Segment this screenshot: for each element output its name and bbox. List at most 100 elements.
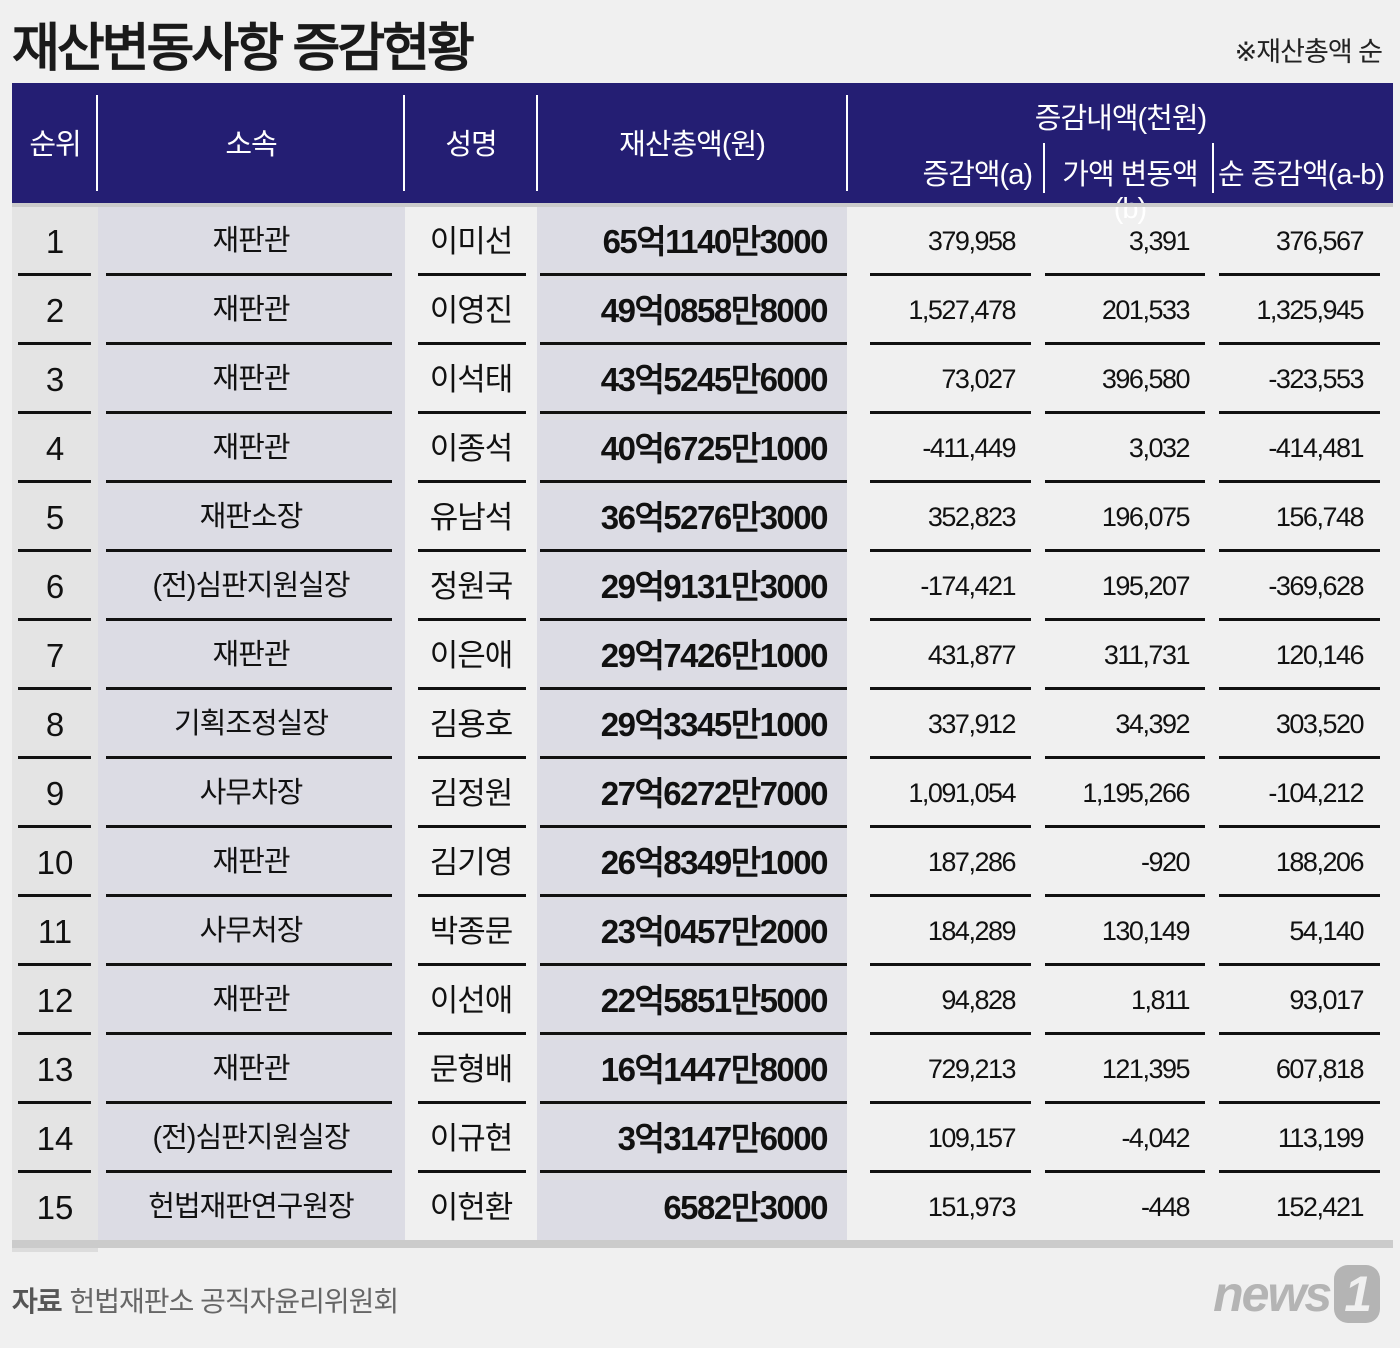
rank-column-bg [12, 207, 98, 1244]
dept-cell: 재판관 [212, 363, 290, 395]
row-divider [1045, 618, 1205, 621]
dept-cell: 재판관 [212, 1053, 290, 1085]
change-a-cell: 151,973 [927, 1192, 1017, 1222]
row-divider [418, 480, 526, 483]
row-divider [540, 687, 847, 690]
row-divider [540, 618, 847, 621]
change-net-cell: -414,481 [1268, 433, 1364, 463]
row-divider [18, 963, 91, 966]
header-dept: 소속 [225, 129, 277, 161]
row-divider [1219, 894, 1380, 897]
change-b-cell: 201,533 [1101, 295, 1191, 325]
change-b-cell: -4,042 [1121, 1123, 1190, 1153]
row-divider [1219, 618, 1380, 621]
dept-cell: 재판관 [212, 846, 290, 878]
change-a-cell: -174,421 [920, 571, 1016, 601]
name-cell: 김용호 [429, 707, 514, 742]
row-divider [870, 480, 1031, 483]
name-cell: 이규현 [429, 1121, 514, 1156]
change-net-cell: 188,206 [1275, 847, 1365, 877]
table-bottom-bar [12, 1240, 1393, 1248]
change-a-cell: 352,823 [927, 502, 1017, 532]
row-divider [870, 618, 1031, 621]
row-divider [1219, 1032, 1380, 1035]
row-divider [1219, 1101, 1380, 1104]
change-a-cell: -411,449 [922, 433, 1016, 463]
row-divider [18, 756, 91, 759]
change-a-cell: 109,157 [927, 1123, 1017, 1153]
row-divider [870, 894, 1031, 897]
row-divider [18, 1170, 91, 1173]
row-divider [1045, 342, 1205, 345]
row-divider [870, 342, 1031, 345]
change-net-cell: 93,017 [1289, 985, 1364, 1015]
name-cell: 이종석 [429, 431, 514, 466]
change-a-cell: 729,213 [927, 1054, 1017, 1084]
row-divider [1219, 825, 1380, 828]
row-divider [1219, 1170, 1380, 1173]
rank-cell: 13 [36, 1051, 74, 1088]
change-net-cell: 54,140 [1289, 916, 1364, 946]
row-divider [1219, 756, 1380, 759]
row-divider [106, 618, 392, 621]
change-b-cell: 130,149 [1101, 916, 1191, 946]
table-row: 4 재판관 이종석 40억6725만1000 -411,449 3,032 -414,481 [0, 414, 1400, 483]
header-divider [1043, 143, 1045, 193]
dept-cell: 재판관 [212, 225, 290, 257]
table-row: 3 재판관 이석태 43억5245만6000 73,027 396,580 -323,553 [0, 345, 1400, 414]
row-divider [1045, 273, 1205, 276]
row-divider [870, 687, 1031, 690]
total-cell: 49억0858만8000 [600, 292, 829, 329]
row-divider [418, 549, 526, 552]
header-change-group: 증감내액(천원) [1034, 103, 1207, 135]
rank-bottom-bar [12, 1248, 98, 1252]
dept-cell: 재판관 [212, 432, 290, 464]
row-divider [418, 1101, 526, 1104]
change-b-cell: -448 [1140, 1192, 1191, 1222]
table-row: 13 재판관 문형배 16억1447만8000 729,213 121,395 607,81… [0, 1035, 1400, 1104]
change-a-cell: 337,912 [927, 709, 1017, 739]
name-cell: 이영진 [429, 293, 514, 328]
row-divider [540, 1170, 847, 1173]
logo-mark: 1 [1334, 1265, 1380, 1323]
header-divider [1212, 143, 1214, 193]
row-divider [1045, 549, 1205, 552]
row-divider [1219, 687, 1380, 690]
table-row: 10 재판관 김기영 26억8349만1000 187,286 -920 188,206 [0, 828, 1400, 897]
header-divider [846, 95, 848, 191]
table-row: 11 사무처장 박종문 23억0457만2000 184,289 130,149 54,14… [0, 897, 1400, 966]
row-divider [106, 687, 392, 690]
change-a-cell: 1,527,478 [908, 295, 1016, 325]
row-divider [418, 342, 526, 345]
change-net-cell: -104,212 [1268, 778, 1364, 808]
total-cell: 26억8349만1000 [600, 844, 829, 881]
change-b-cell: 3,391 [1128, 226, 1191, 256]
source-label: 자료 [12, 1286, 63, 1317]
dept-column-bg [98, 207, 405, 1244]
row-divider [106, 342, 392, 345]
row-divider [870, 411, 1031, 414]
name-cell: 이석태 [429, 362, 514, 397]
rank-cell: 3 [45, 361, 65, 398]
row-divider [540, 411, 847, 414]
header-rank: 순위 [29, 129, 81, 161]
total-cell: 3억3147만6000 [617, 1120, 829, 1157]
table-row: 6 (전)심판지원실장 정원국 29억9131만3000 -174,421 195,207… [0, 552, 1400, 621]
row-divider [106, 1032, 392, 1035]
name-cell: 이은애 [429, 638, 514, 673]
row-divider [106, 825, 392, 828]
total-cell: 22억5851만5000 [600, 982, 829, 1019]
row-divider [106, 1101, 392, 1104]
table-row: 2 재판관 이영진 49억0858만8000 1,527,478 201,533 1,325… [0, 276, 1400, 345]
name-cell: 이헌환 [429, 1190, 514, 1225]
row-divider [540, 273, 847, 276]
row-divider [540, 1032, 847, 1035]
change-a-cell: 187,286 [927, 847, 1017, 877]
change-a-cell: 94,828 [941, 985, 1016, 1015]
row-divider [18, 411, 91, 414]
change-net-cell: 607,818 [1275, 1054, 1365, 1084]
row-divider [418, 618, 526, 621]
row-divider [540, 756, 847, 759]
header-shadow [12, 203, 1393, 207]
header-divider [403, 95, 405, 191]
